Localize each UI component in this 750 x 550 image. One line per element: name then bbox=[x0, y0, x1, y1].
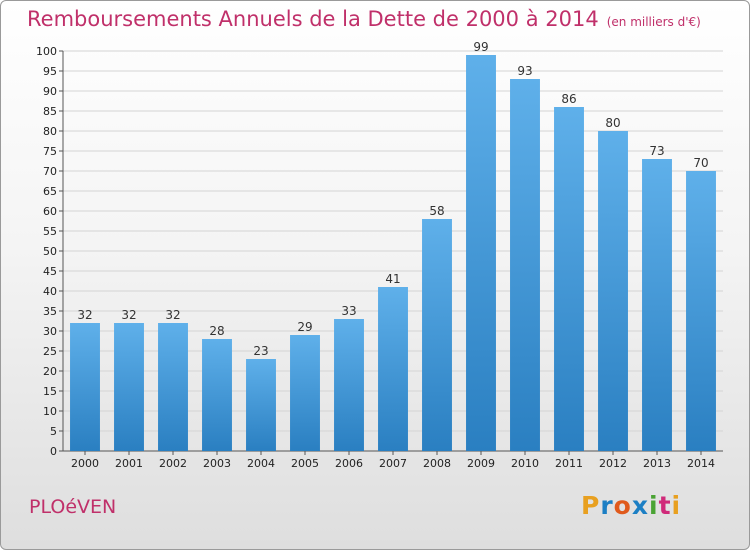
chart-title: Remboursements Annuels de la Dette de 20… bbox=[27, 7, 599, 31]
data-label-2007: 41 bbox=[385, 272, 400, 286]
x-tick-label-2005: 2005 bbox=[291, 457, 319, 470]
y-tick-label-70: 70 bbox=[43, 165, 57, 178]
axes: 0 5 10 15 20 25 30 35 40 45 50 55 60 65 70 75 80 85 90 95 10… bbox=[36, 45, 723, 470]
bar-2001 bbox=[114, 323, 144, 451]
y-tick-label-50: 50 bbox=[43, 245, 57, 258]
bar-2012 bbox=[598, 131, 628, 451]
bar-2004 bbox=[246, 359, 276, 451]
logo-letter: x bbox=[631, 491, 649, 520]
y-tick-label-40: 40 bbox=[43, 285, 57, 298]
x-tick-label-2001: 2001 bbox=[115, 457, 143, 470]
y-tick-label-0: 0 bbox=[50, 445, 57, 458]
chart-title-group: Remboursements Annuels de la Dette de 20… bbox=[27, 7, 701, 31]
logo-letter: i bbox=[671, 491, 682, 520]
logo-letter: i bbox=[649, 491, 659, 520]
bar-2010 bbox=[510, 79, 540, 451]
data-labels: 32 32 32 28 23 29 33 41 58 99 93 86 80 73 70 bbox=[77, 40, 708, 358]
x-tick-label-2014: 2014 bbox=[687, 457, 715, 470]
x-tick-label-2013: 2013 bbox=[643, 457, 671, 470]
x-tick-label-2011: 2011 bbox=[555, 457, 583, 470]
data-label-2010: 93 bbox=[517, 64, 532, 78]
bar-2003 bbox=[202, 339, 232, 451]
x-tick-label-2003: 2003 bbox=[203, 457, 231, 470]
bar-2000 bbox=[70, 323, 100, 451]
y-tick-label-65: 65 bbox=[43, 185, 57, 198]
bar-2006 bbox=[334, 319, 364, 451]
data-label-2003: 28 bbox=[209, 324, 224, 338]
data-label-2014: 70 bbox=[693, 156, 708, 170]
x-tick-label-2000: 2000 bbox=[71, 457, 99, 470]
x-tick-label-2010: 2010 bbox=[511, 457, 539, 470]
bar-2008 bbox=[422, 219, 452, 451]
y-tick-label-5: 5 bbox=[50, 425, 57, 438]
y-tick-label-60: 60 bbox=[43, 205, 57, 218]
bar-2007 bbox=[378, 287, 408, 451]
commune-name: PLOéVEN bbox=[29, 496, 117, 518]
bar-2005 bbox=[290, 335, 320, 451]
proxiti-logo: Proxiti bbox=[581, 491, 681, 520]
y-tick-label-45: 45 bbox=[43, 265, 57, 278]
y-tick-label-90: 90 bbox=[43, 85, 57, 98]
bar-2014 bbox=[686, 171, 716, 451]
x-tick-label-2008: 2008 bbox=[423, 457, 451, 470]
logo-letter: t bbox=[658, 491, 672, 520]
data-label-2000: 32 bbox=[77, 308, 92, 322]
logo-letter: o bbox=[613, 491, 632, 520]
y-tick-label-80: 80 bbox=[43, 125, 57, 138]
chart-unit-note: (en milliers d'€) bbox=[606, 15, 701, 29]
x-tick-label-2006: 2006 bbox=[335, 457, 363, 470]
x-tick-label-2009: 2009 bbox=[467, 457, 495, 470]
bars bbox=[70, 55, 716, 451]
data-label-2004: 23 bbox=[253, 344, 268, 358]
x-tick-label-2012: 2012 bbox=[599, 457, 627, 470]
data-label-2001: 32 bbox=[121, 308, 136, 322]
bar-2009 bbox=[466, 55, 496, 451]
x-tick-label-2002: 2002 bbox=[159, 457, 187, 470]
data-label-2002: 32 bbox=[165, 308, 180, 322]
x-tick-label-2007: 2007 bbox=[379, 457, 407, 470]
x-tick-label-2004: 2004 bbox=[247, 457, 275, 470]
logo-letter: r bbox=[600, 491, 614, 520]
y-tick-label-25: 25 bbox=[43, 345, 57, 358]
y-tick-label-55: 55 bbox=[43, 225, 57, 238]
y-tick-label-100: 100 bbox=[36, 45, 57, 58]
data-label-2009: 99 bbox=[473, 40, 488, 54]
data-label-2011: 86 bbox=[561, 92, 576, 106]
bar-2002 bbox=[158, 323, 188, 451]
y-tick-label-30: 30 bbox=[43, 325, 57, 338]
data-label-2008: 58 bbox=[429, 204, 444, 218]
bar-2013 bbox=[642, 159, 672, 451]
y-tick-label-10: 10 bbox=[43, 405, 57, 418]
data-label-2006: 33 bbox=[341, 304, 356, 318]
data-label-2012: 80 bbox=[605, 116, 620, 130]
y-tick-label-15: 15 bbox=[43, 385, 57, 398]
y-tick-label-85: 85 bbox=[43, 105, 57, 118]
bar-2011 bbox=[554, 107, 584, 451]
y-tick-label-95: 95 bbox=[43, 65, 57, 78]
y-tick-label-35: 35 bbox=[43, 305, 57, 318]
data-label-2013: 73 bbox=[649, 144, 664, 158]
y-tick-label-20: 20 bbox=[43, 365, 57, 378]
y-tick-label-75: 75 bbox=[43, 145, 57, 158]
logo-letter: P bbox=[581, 491, 601, 520]
data-label-2005: 29 bbox=[297, 320, 312, 334]
